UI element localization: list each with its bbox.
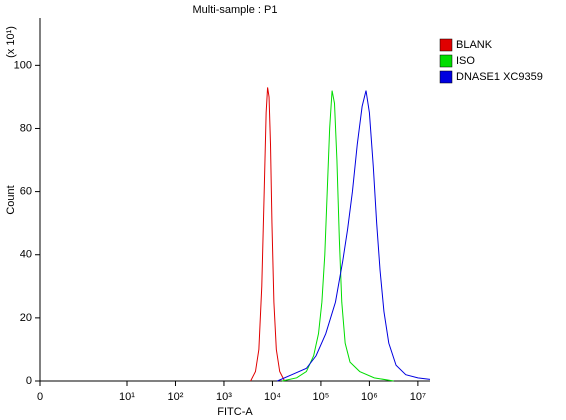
histogram-line <box>250 87 286 382</box>
y-tick-label: 20 <box>20 312 32 324</box>
x-tick-label: 10⁵ <box>313 391 330 403</box>
legend-label: DNASE1 XC9359 <box>456 71 543 83</box>
legend-label: BLANK <box>456 39 493 51</box>
legend-label: ISO <box>456 55 475 67</box>
x-tick-label: 0 <box>37 391 43 403</box>
legend-swatch <box>439 38 453 52</box>
y-tick-label: 0 <box>26 375 32 387</box>
x-tick-label: 10⁶ <box>361 391 378 403</box>
x-tick-label: 10⁷ <box>410 391 426 403</box>
y-tick-label: 100 <box>14 59 32 71</box>
y-tick-label: 60 <box>20 186 32 198</box>
x-tick-label: 10¹ <box>119 391 135 403</box>
histogram-line <box>277 90 431 382</box>
x-axis-label: FITC-A <box>217 406 253 418</box>
chart-title: Multi-sample : P1 <box>193 4 278 16</box>
y-tick-label: 80 <box>20 122 32 134</box>
y-axis-label: Count <box>5 185 17 214</box>
legend-swatch <box>439 70 453 84</box>
x-tick-label: 10⁴ <box>264 391 281 403</box>
legend-swatch <box>439 54 453 68</box>
y-multiplier: (x 10¹) <box>5 26 17 58</box>
x-tick-label: 10³ <box>216 391 232 403</box>
histogram-line <box>282 90 394 382</box>
y-tick-label: 40 <box>20 249 32 261</box>
x-tick-label: 10² <box>168 391 184 403</box>
